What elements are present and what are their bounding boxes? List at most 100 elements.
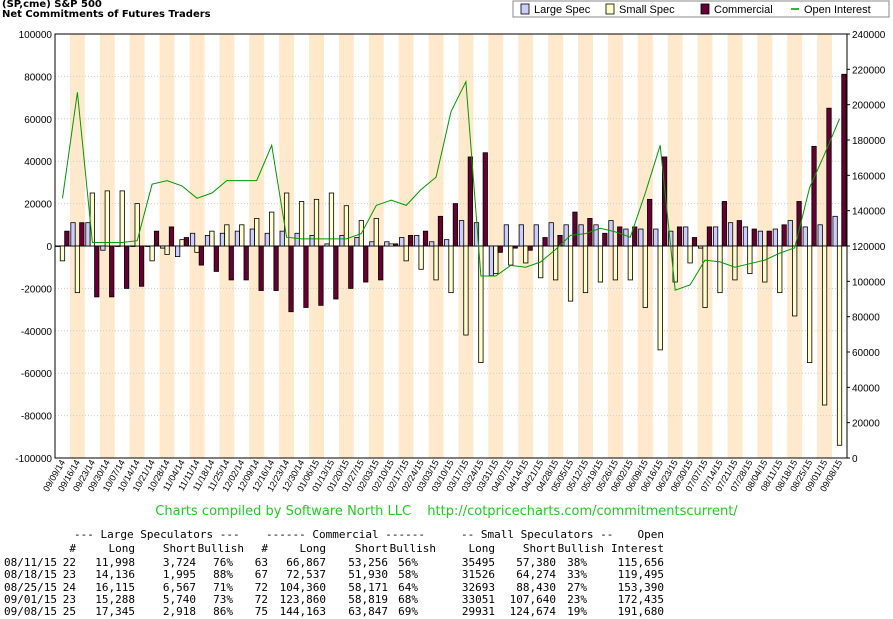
commercial-bar [64,230,70,247]
commercial-traders: 72 [254,580,268,594]
large-spec-bar [548,222,554,247]
legend-label: Commercial [714,4,773,16]
commercial-bullish: 69% [398,605,418,619]
large-spec-bar [354,237,360,247]
y-right-tick-label: 220000 [852,65,886,76]
commercial-bar [228,245,234,281]
large-spec-traders: 25 [62,605,76,619]
small-spec-bar [74,245,81,294]
commercial-short: 58,819 [348,592,388,606]
large-spec-bar [130,245,136,247]
small-spec-bar [119,190,125,247]
open-interest-value: 172,435 [617,592,664,606]
commercial-bar [109,245,115,298]
legend-label: Open Interest [804,4,871,16]
large-spec-bar [204,234,211,247]
commercial-bar [243,245,249,281]
small-spec-bullish: 33% [567,568,587,582]
commercial-long: 123,860 [279,592,326,606]
col-header-long: Long [108,542,136,555]
large-spec-bar [55,245,61,247]
small-spec-bar [807,245,813,363]
small-spec-bar [388,243,394,247]
y-left-tick-label: 80000 [24,72,52,83]
credit-url[interactable]: http://cotpricecharts.com/commitmentscur… [427,504,738,519]
large-spec-bar [219,232,226,247]
large-spec-bar [175,245,181,258]
credit-company: Charts compiled by Software North LLC [155,504,412,519]
large-spec-bar [608,220,614,247]
commercial-traders: 67 [254,568,268,582]
commercial-bullish: 58% [398,568,418,582]
large-spec-bar [264,232,270,247]
commercial-bar [796,201,802,247]
small-spec-bar [149,245,155,262]
y-right-tick-label: 100000 [852,277,886,288]
commercial-bar [153,230,160,247]
commercial-long: 72,537 [286,568,326,582]
large-spec-bar [414,234,420,247]
small-spec-bar [836,245,843,446]
col-header-bullish: Bullish [557,542,604,555]
small-spec-bar [493,245,499,274]
small-spec-bar [792,245,798,317]
small-spec-long: 29931 [461,605,495,619]
small-spec-group-header: -- Small Speculators -- [461,528,614,541]
large-spec-bar [623,228,629,247]
col-header-short: Short [162,542,196,555]
small-spec-bar [777,245,783,294]
large-spec-traders: 23 [62,592,76,606]
commercial-bar [512,245,518,249]
large-spec-bar [309,234,315,247]
commercial-bar [781,224,787,247]
small-spec-bar [239,224,245,247]
commercial-bar [691,237,698,247]
y-left-tick-label: -60000 [21,369,53,380]
small-spec-bar [194,245,200,253]
commercial-bar [736,220,742,247]
small-spec-bar [478,245,484,363]
commercial-bar [662,156,668,247]
large-spec-traders: 22 [62,556,76,569]
cot-chart: -100000 -80000 -60000 -40000 -20000 0 20000 400… [15,0,890,493]
small-spec-long: 33051 [461,592,495,606]
commercial-bullish: 68% [398,592,418,606]
large-spec-bar [578,224,584,247]
commercial-bar [258,245,264,291]
small-spec-bar [567,245,574,302]
x-axis-labels: 09/09/1409/16/1409/23/1409/30/1410/07/14… [41,458,844,493]
large-spec-group-header: --- Large Speculators --- [74,528,240,541]
y-left-tick-label: 60000 [24,115,52,126]
large-spec-traders: 23 [62,568,76,582]
y-right-tick-label: 120000 [852,242,886,253]
small-spec-bar [373,218,379,247]
commercial-bar [751,228,757,247]
commercial-bar [183,237,190,247]
large-spec-bar [832,215,838,247]
y-left-tick-label: 0 [46,242,52,253]
commercial-bar [482,152,488,247]
commercial-bar [721,201,727,247]
commercial-bar [213,245,219,272]
small-spec-long: 32693 [461,580,495,594]
commercial-bar [706,226,713,247]
large-spec-long: 14,136 [95,568,135,582]
large-spec-bar [115,245,121,247]
large-spec-bullish: 71% [213,580,233,594]
small-spec-short: 57,380 [516,556,556,569]
y-right-tick-label: 200000 [852,101,886,112]
commercial-bar [841,73,847,247]
y-right-tick-label: 160000 [852,171,886,182]
y-left-tick-label: -80000 [21,412,53,423]
commercial-long: 66,867 [286,556,326,569]
commercial-bar [288,245,294,313]
commercial-bar [94,245,100,298]
small-spec-bar [59,245,66,262]
large-spec-bar [145,245,151,247]
commercial-bar [138,245,145,287]
commercial-bar [198,245,204,266]
commercial-bar [467,156,473,247]
commercial-bar [766,230,772,247]
small-spec-bar [328,192,335,247]
large-spec-bar [70,222,76,247]
